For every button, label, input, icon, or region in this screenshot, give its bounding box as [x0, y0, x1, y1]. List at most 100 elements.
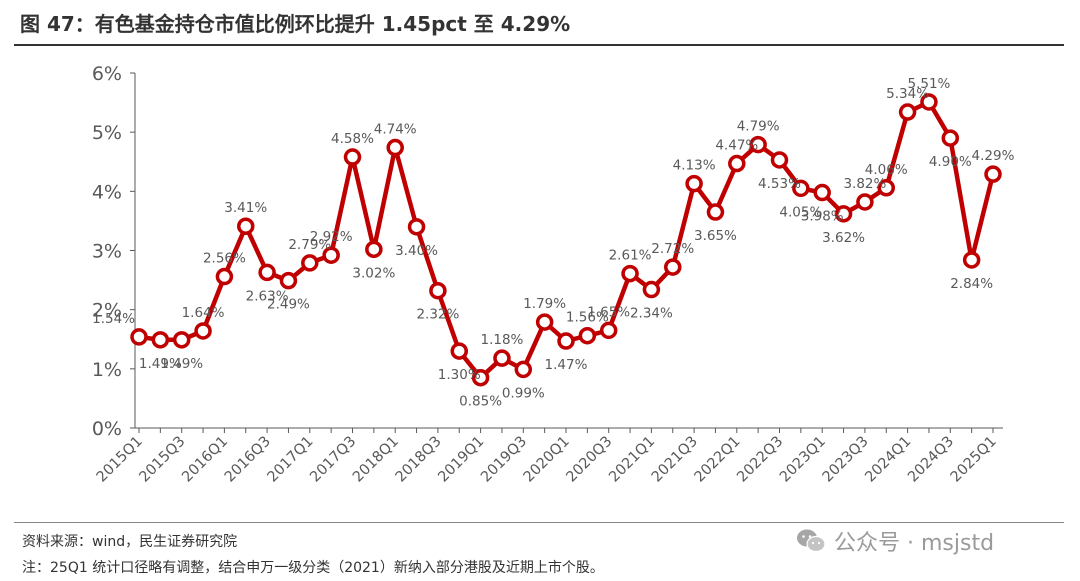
data-label: 4.06% [865, 162, 908, 178]
data-label: 0.99% [502, 385, 545, 401]
data-point [962, 251, 981, 269]
data-point [493, 349, 511, 367]
watermark: 公众号 · msjstd [796, 524, 994, 558]
data-point [172, 331, 191, 349]
data-label: 4.58% [331, 131, 374, 147]
x-tick-label: 2017Q3 [307, 434, 359, 486]
x-tick-label: 2021Q1 [606, 434, 658, 486]
data-label: 3.02% [352, 265, 395, 281]
data-point [941, 129, 960, 147]
data-label: 4.53% [758, 176, 801, 192]
data-points [130, 93, 1002, 387]
x-tick-label: 2021Q3 [649, 434, 701, 486]
x-tick-label: 2019Q1 [435, 434, 487, 486]
y-tick-label: 0% [92, 418, 122, 440]
data-point [898, 103, 917, 121]
data-label: 4.47% [715, 138, 758, 154]
x-tick-label: 2023Q1 [777, 434, 829, 486]
data-point [407, 218, 426, 236]
data-point [599, 321, 618, 340]
data-point [578, 326, 597, 345]
y-tick-label: 2% [92, 300, 122, 322]
data-point [194, 322, 212, 340]
data-label: 1.65% [587, 304, 630, 320]
data-point [834, 205, 853, 223]
data-label: 2.56% [203, 251, 246, 267]
data-label: 1.56% [566, 310, 609, 326]
data-point [770, 151, 789, 169]
page-title: 图 47：有色基金持仓市值比例环比提升 1.45pct 至 4.29% [20, 12, 571, 36]
data-label: 4.05% [779, 204, 822, 220]
data-point [792, 179, 810, 198]
y-tick-label: 5% [92, 122, 122, 144]
x-tick-label: 2024Q1 [862, 434, 914, 486]
y-tick-label: 1% [92, 359, 122, 381]
data-point [706, 203, 725, 221]
data-point [535, 313, 554, 331]
source-note: 资料来源：wind，民生证券研究院 [22, 534, 238, 550]
x-tick-label: 2024Q3 [905, 434, 957, 486]
data-point [621, 264, 639, 283]
data-point [856, 193, 874, 211]
data-label: 5.51% [908, 76, 951, 92]
x-tick-label: 2022Q1 [692, 434, 744, 486]
data-point [557, 332, 575, 350]
data-label: 2.49% [267, 297, 310, 313]
data-label: 5.34% [886, 86, 929, 102]
x-tick-label: 2016Q1 [179, 434, 231, 486]
data-label: 1.64% [182, 305, 225, 321]
x-tick-label: 2025Q1 [948, 434, 1000, 486]
data-point [514, 360, 533, 379]
data-label: 3.98% [801, 209, 844, 225]
data-label: 2.34% [630, 306, 673, 322]
data-point [984, 165, 1002, 183]
data-label: 1.18% [481, 332, 524, 348]
data-label: 0.85% [459, 394, 502, 410]
data-point [151, 331, 170, 349]
data-point [685, 174, 703, 193]
x-tick-label: 2016Q3 [222, 434, 274, 486]
data-label: 1.30% [438, 367, 481, 383]
data-label: 2.61% [609, 248, 652, 264]
x-tick-label: 2018Q1 [350, 434, 402, 486]
data-label: 4.74% [374, 122, 417, 138]
data-point [877, 179, 895, 197]
data-label: 3.65% [694, 228, 737, 244]
data-label: 2.72% [651, 241, 694, 257]
data-label: 4.29% [972, 148, 1015, 164]
data-label: 4.90% [929, 154, 972, 170]
x-tick-label: 2015Q3 [137, 434, 189, 486]
wechat-icon [797, 529, 826, 553]
footnote: 注：25Q1 统计口径略有调整，结合申万一级分类（2021）新纳入部分港股及近期… [22, 560, 604, 576]
data-point [279, 271, 298, 290]
x-tick-label: 2018Q3 [393, 434, 445, 486]
y-tick-label: 6% [92, 63, 122, 85]
data-label: 2.79% [288, 237, 331, 253]
data-label: 4.79% [737, 119, 780, 135]
data-label: 2.32% [416, 307, 459, 323]
data-point [343, 148, 362, 166]
y-tick-label: 4% [92, 181, 122, 203]
data-point [664, 258, 682, 276]
data-label: 3.82% [843, 176, 886, 192]
data-label: 4.13% [673, 158, 716, 174]
footer-rule [14, 522, 1064, 523]
line-chart: 0%1%2%3%4%5%6%2015Q12015Q32016Q12016Q320… [92, 63, 1015, 486]
data-point [749, 135, 767, 154]
watermark-text: 公众号 · msjstd [834, 531, 995, 556]
data-point [301, 254, 319, 272]
data-label: 2.92% [310, 229, 353, 245]
data-point [130, 328, 148, 346]
data-label: 1.49% [139, 356, 182, 372]
data-point [450, 342, 468, 360]
data-label: 2.84% [950, 276, 993, 292]
x-tick-label: 2022Q3 [734, 434, 786, 486]
data-label: 1.47% [545, 357, 588, 373]
data-point [920, 93, 938, 111]
data-point [429, 281, 447, 300]
data-label: 2.63% [246, 288, 289, 304]
x-tick-label: 2019Q3 [478, 434, 530, 486]
data-point [728, 154, 746, 173]
data-point [215, 267, 234, 286]
data-label: 1.54% [92, 311, 135, 327]
